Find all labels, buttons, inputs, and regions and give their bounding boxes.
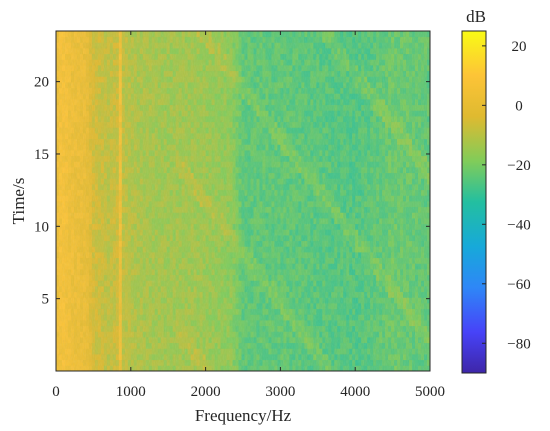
spectrogram-chart: 0 1000 2000 3000 4000 5000 5101520 Frequency/… [9, 7, 531, 425]
